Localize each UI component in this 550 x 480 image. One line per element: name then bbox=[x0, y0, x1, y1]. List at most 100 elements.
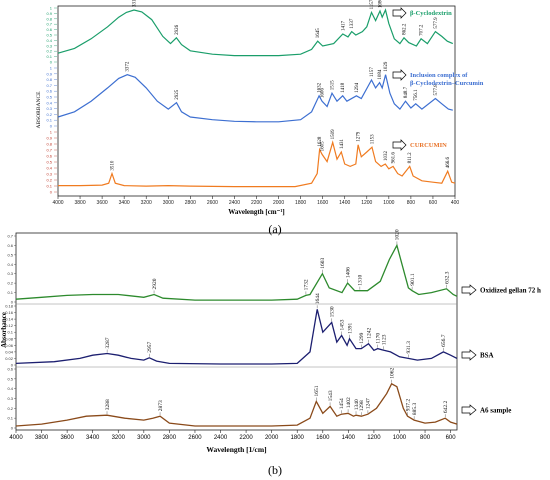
peak-label: 1310 bbox=[358, 274, 364, 285]
y-tick-label: 0.2 bbox=[46, 112, 52, 117]
legend-label: β-Cyclodextrin–Curcumin bbox=[410, 80, 484, 87]
y-tick-label: 0 bbox=[50, 190, 53, 195]
y-tick-label: 0.9 bbox=[46, 136, 52, 141]
x-axis-label: Wavelength [1/cm] bbox=[206, 445, 266, 454]
y-tick-label: 0.3 bbox=[7, 271, 13, 276]
peak-label: 1123 bbox=[382, 334, 388, 345]
y-tick-label: 0.3 bbox=[46, 172, 52, 177]
peak-label: 466.6 bbox=[446, 156, 451, 168]
legend-arrow bbox=[392, 7, 407, 19]
peak-label: 1279 bbox=[357, 131, 362, 142]
y-tick-label: 0.4 bbox=[46, 166, 52, 171]
y-tick-label: 0.4 bbox=[46, 100, 52, 105]
x-tick-label: 3000 bbox=[163, 200, 174, 206]
peak-label: 1605 bbox=[321, 141, 326, 152]
peak-label: 2957 bbox=[147, 342, 153, 353]
legend-label: Inclusion complex of bbox=[410, 72, 468, 79]
legend-label: BSA bbox=[480, 352, 494, 360]
peak-label: 1084 bbox=[378, 69, 383, 80]
peak-label: 1454 bbox=[339, 398, 345, 409]
peak-label: 885.3 bbox=[412, 403, 418, 416]
peak-label: 3372 bbox=[126, 61, 131, 72]
x-tick-label: 3000 bbox=[137, 435, 151, 441]
peak-label: 1417 bbox=[341, 21, 346, 32]
x-tick-label: 3200 bbox=[141, 200, 152, 206]
y-tick-label: 0.1 bbox=[46, 54, 52, 59]
x-tick-label: 1000 bbox=[393, 435, 407, 441]
y-tick-label: 0.4 bbox=[7, 262, 13, 267]
y-tick-label: 0.02 bbox=[5, 356, 14, 361]
peak-label: 2926 bbox=[175, 24, 180, 35]
peak-label: 1515 bbox=[331, 80, 336, 91]
y-tick-label: 0.08 bbox=[5, 336, 14, 341]
y-tick-label: 0 bbox=[11, 426, 14, 431]
x-tick-label: 1800 bbox=[291, 435, 305, 441]
x-tick-label: 2800 bbox=[163, 435, 177, 441]
y-tick-label: 0.5 bbox=[46, 95, 52, 100]
y-tick-label: 0.6 bbox=[46, 27, 52, 32]
series-line bbox=[58, 140, 456, 188]
peak-label: 3311 bbox=[132, 0, 137, 7]
legend-arrow bbox=[392, 69, 407, 81]
x-tick-label: 3400 bbox=[119, 200, 130, 206]
plot-b-frame bbox=[15, 232, 458, 431]
x-tick-label: 3800 bbox=[35, 435, 49, 441]
peak-label: 1651 bbox=[314, 385, 320, 396]
x-tick-label: 2400 bbox=[229, 200, 240, 206]
x-tick-label: 1400 bbox=[342, 435, 356, 441]
x-tick-label: 800 bbox=[420, 435, 431, 441]
y-tick-label: 0.9 bbox=[46, 11, 52, 16]
peak-label: 1298 bbox=[359, 400, 365, 411]
y-axis-label: Absorbance bbox=[0, 312, 8, 348]
peak-label: 577.9 bbox=[434, 17, 439, 29]
y-tick-label: 1 bbox=[50, 6, 53, 11]
y-tick-label: 0.2 bbox=[46, 49, 52, 54]
y-tick-label: 0.4 bbox=[7, 386, 13, 391]
y-tick-label: 0.8 bbox=[46, 142, 52, 147]
x-tick-label: 2000 bbox=[265, 435, 279, 441]
legend-arrow bbox=[461, 349, 477, 361]
peak-label: 2920 bbox=[152, 278, 158, 289]
plot-a-frame bbox=[57, 5, 456, 197]
y-tick-label: 0.12 bbox=[5, 323, 14, 328]
y-tick-label: 0.7 bbox=[46, 22, 52, 27]
peak-label: 3287 bbox=[105, 337, 111, 348]
peak-label: 1340 bbox=[354, 399, 360, 410]
x-tick-label: 1600 bbox=[317, 200, 328, 206]
y-tick-label: 0.1 bbox=[46, 118, 52, 123]
caption-a: (a) bbox=[268, 222, 282, 236]
peak-label: 1431 bbox=[340, 139, 345, 150]
y-tick-label: 0.5 bbox=[7, 252, 13, 257]
x-tick-label: 600 bbox=[446, 435, 457, 441]
legend-arrow bbox=[392, 139, 407, 151]
peak-label: 937.2 bbox=[405, 399, 411, 412]
x-tick-label: 600 bbox=[429, 200, 438, 206]
y-tick-label: 0.3 bbox=[46, 106, 52, 111]
y-tick-label: 0.04 bbox=[5, 349, 14, 354]
y-tick-label: 0.5 bbox=[46, 33, 52, 38]
series-line bbox=[15, 309, 458, 365]
peak-label: 1242 bbox=[366, 327, 372, 338]
y-tick-label: 0.06 bbox=[5, 343, 14, 348]
peak-label: 632.3 bbox=[444, 271, 450, 284]
peak-label: 1062 bbox=[389, 368, 395, 379]
peak-label: 961.6 bbox=[392, 152, 397, 164]
peak-label: 848.7 bbox=[404, 86, 409, 98]
series-line bbox=[57, 8, 454, 57]
x-tick-label: 2800 bbox=[185, 200, 196, 206]
x-tick-label: 2600 bbox=[188, 435, 202, 441]
peak-label: 1530 bbox=[330, 306, 336, 317]
x-tick-label: 400 bbox=[451, 200, 460, 206]
peak-label: 577.8 bbox=[434, 84, 439, 96]
peak-label: 1153 bbox=[370, 134, 375, 144]
peak-label: 1628 bbox=[318, 136, 323, 147]
x-tick-label: 1600 bbox=[316, 435, 330, 441]
peak-label: 642.2 bbox=[443, 401, 449, 414]
x-tick-label: 3600 bbox=[60, 435, 74, 441]
peak-label: 1032 bbox=[384, 151, 389, 162]
y-tick-label: 0.2 bbox=[46, 178, 52, 183]
y-tick-label: 0 bbox=[11, 363, 14, 368]
y-tick-label: 0.7 bbox=[46, 83, 52, 88]
peak-label: 1402 bbox=[346, 397, 352, 408]
